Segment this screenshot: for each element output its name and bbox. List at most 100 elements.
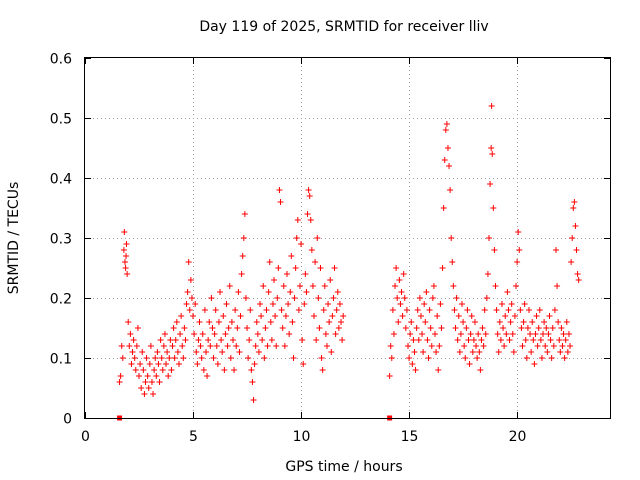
data-point [447, 187, 454, 193]
data-point [439, 265, 446, 271]
data-point [328, 349, 335, 355]
data-point [217, 289, 224, 295]
data-point [147, 343, 154, 349]
data-point [554, 283, 561, 289]
data-point [163, 361, 170, 367]
data-point [461, 343, 468, 349]
data-point [506, 337, 513, 343]
data-point [123, 253, 130, 259]
data-point [130, 337, 137, 343]
data-point [562, 337, 569, 343]
data-point [276, 187, 283, 193]
y-axis-label: SRMTID / TECUs [6, 182, 22, 295]
data-point [157, 337, 164, 343]
data-point [139, 349, 146, 355]
data-point [484, 271, 491, 277]
y-tick-label: 0.4 [50, 172, 72, 188]
data-point [208, 295, 215, 301]
data-point [552, 247, 559, 253]
data-point [492, 283, 499, 289]
data-point [556, 337, 563, 343]
data-point [331, 265, 338, 271]
data-point [433, 349, 440, 355]
data-point [568, 259, 575, 265]
data-point [318, 355, 325, 361]
data-point [244, 325, 251, 331]
data-point [316, 325, 323, 331]
data-point [488, 103, 495, 109]
data-point [466, 361, 473, 367]
data-point [474, 355, 481, 361]
data-point [487, 181, 494, 187]
data-point [537, 337, 544, 343]
data-point [145, 385, 152, 391]
data-point [132, 367, 139, 373]
data-point [525, 307, 532, 313]
data-point [204, 373, 211, 379]
chart-title: Day 119 of 2025, SRMTID for receiver lli… [199, 19, 488, 35]
data-point [285, 301, 292, 307]
data-point [233, 343, 240, 349]
data-point [308, 247, 315, 253]
data-point [210, 355, 217, 361]
data-point [400, 271, 407, 277]
data-point [449, 259, 456, 265]
data-point [532, 331, 539, 337]
data-point [121, 259, 128, 265]
data-point [127, 331, 134, 337]
data-point [509, 331, 516, 337]
data-point [490, 205, 497, 211]
data-point [399, 313, 406, 319]
data-point [332, 331, 339, 337]
data-point [262, 325, 269, 331]
x-tick-label: 10 [293, 429, 311, 445]
data-point [199, 331, 206, 337]
data-point [224, 343, 231, 349]
data-point [173, 319, 180, 325]
data-point [259, 337, 266, 343]
data-point [302, 271, 309, 277]
data-point [450, 283, 457, 289]
data-point [521, 301, 528, 307]
data-point [414, 307, 421, 313]
data-point [193, 349, 200, 355]
data-point [423, 289, 430, 295]
grid-lines [85, 58, 610, 418]
data-point [569, 235, 576, 241]
data-point [214, 361, 221, 367]
data-point [542, 343, 549, 349]
data-point [182, 337, 189, 343]
data-point [200, 367, 207, 373]
data-point [213, 343, 220, 349]
y-tick-label: 0.1 [50, 352, 72, 368]
data-point [175, 361, 182, 367]
data-point [559, 343, 566, 349]
data-point [156, 379, 163, 385]
data-point [131, 355, 138, 361]
data-point [184, 289, 191, 295]
data-point [403, 307, 410, 313]
data-point [442, 127, 449, 133]
data-points [116, 103, 582, 421]
data-point [227, 355, 234, 361]
data-point [209, 325, 216, 331]
data-point [478, 337, 485, 343]
data-point [183, 301, 190, 307]
y-tick-label: 0.3 [50, 232, 72, 248]
data-point [402, 325, 409, 331]
data-point [223, 301, 230, 307]
data-point [551, 307, 558, 313]
data-point [505, 307, 512, 313]
data-point [160, 343, 167, 349]
data-point [534, 343, 541, 349]
data-point [118, 343, 125, 349]
data-point [272, 313, 279, 319]
data-point [280, 283, 287, 289]
data-point [326, 319, 333, 325]
data-point [434, 313, 441, 319]
data-point [140, 367, 147, 373]
data-point [471, 319, 478, 325]
y-tick-label: 0.5 [50, 112, 72, 128]
data-point [187, 277, 194, 283]
data-point [218, 337, 225, 343]
